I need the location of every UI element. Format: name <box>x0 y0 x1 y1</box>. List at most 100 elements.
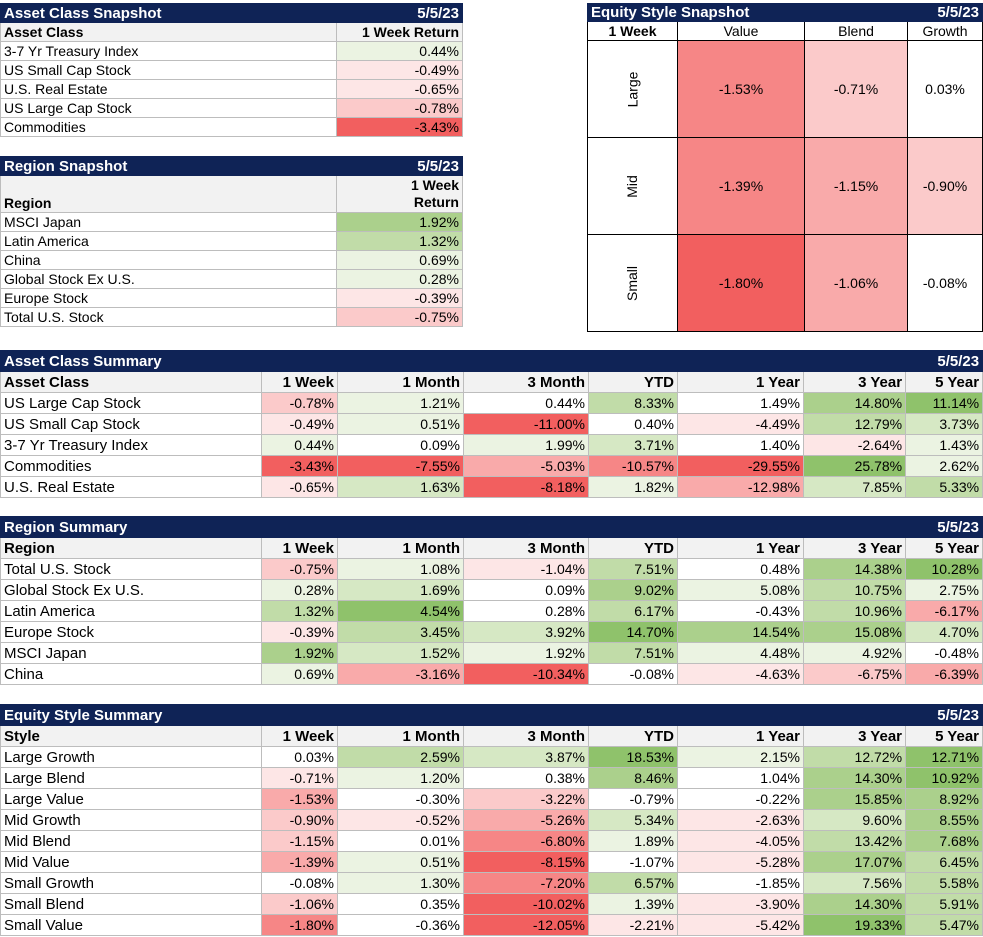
row-value: 5.58% <box>905 872 983 894</box>
row-value: -3.90% <box>677 893 804 915</box>
column-header-line-1: 1 Week <box>411 177 459 193</box>
column-header-period: 3 Month <box>463 371 589 393</box>
row-value: 0.35% <box>337 893 464 915</box>
column-header-period: 5 Year <box>905 371 983 393</box>
column-header-period: YTD <box>588 537 678 559</box>
row-value: 7.56% <box>802 872 907 894</box>
row-value: 1.63% <box>337 476 464 498</box>
row-value: -6.75% <box>803 663 906 685</box>
row-value: 1.92% <box>336 212 463 232</box>
equity-style-snapshot-table: Equity Style Snapshot 5/5/23 1 Week Valu… <box>586 3 983 332</box>
region-summary-title: Region Summary <box>0 516 906 538</box>
row-value: 6.57% <box>588 872 678 894</box>
row-value: 19.33% <box>802 914 907 936</box>
row-value: 0.03% <box>261 746 338 768</box>
table-row: Global Stock Ex U.S. 0.28% 1.69% 0.09% 9.02%… <box>0 579 983 601</box>
table-row: Mid Blend -1.15% 0.01% -6.80% 1.89% -4.05% 13.… <box>0 830 983 852</box>
column-header-label: Region <box>0 537 262 559</box>
asset-class-summary-title: Asset Class Summary <box>0 350 907 372</box>
snapshot-row: Total U.S. Stock -0.75% <box>0 307 463 327</box>
row-value: 0.28% <box>463 600 589 622</box>
row-value: 2.15% <box>677 746 804 768</box>
row-value: -5.26% <box>463 809 589 831</box>
row-value: -1.85% <box>677 872 804 894</box>
asset-class-summary-date: 5/5/23 <box>905 350 983 372</box>
table-row: Total U.S. Stock -0.75% 1.08% -1.04% 7.51% 0.… <box>0 558 983 580</box>
style-box-cell: -1.06% <box>803 234 909 332</box>
row-value: 11.14% <box>905 392 983 414</box>
style-corner-label: 1 Week <box>587 21 678 41</box>
row-value: -0.78% <box>336 98 463 118</box>
row-value: 1.49% <box>677 392 804 414</box>
row-label: Commodities <box>0 117 337 137</box>
column-header-region: Region <box>0 175 337 213</box>
row-label: 3-7 Yr Treasury Index <box>0 41 337 61</box>
row-value: 1.20% <box>337 767 464 789</box>
row-value: 5.47% <box>905 914 983 936</box>
row-value: 10.28% <box>905 558 983 580</box>
row-value: 7.68% <box>905 830 983 852</box>
row-value: -8.18% <box>463 476 589 498</box>
row-value: 12.71% <box>905 746 983 768</box>
style-box-row: Large -1.53% -0.71% 0.03% <box>587 40 983 138</box>
row-value: 0.09% <box>337 434 464 456</box>
column-header-period: 1 Year <box>677 371 804 393</box>
table-row: Latin America 1.32% 4.54% 0.28% 6.17% -0.43% 1… <box>0 600 983 622</box>
row-value: 9.02% <box>588 579 678 601</box>
row-value: -12.98% <box>677 476 804 498</box>
row-value: 0.69% <box>336 250 463 270</box>
row-value: -6.17% <box>905 600 983 622</box>
row-value: -0.75% <box>336 307 463 327</box>
column-header-period: 1 Month <box>337 371 464 393</box>
row-value: -0.22% <box>677 788 804 810</box>
style-box-cell: -1.39% <box>677 137 805 235</box>
row-value: 3.87% <box>463 746 589 768</box>
row-value: 4.70% <box>905 621 983 643</box>
column-header-asset-class: Asset Class <box>0 22 337 42</box>
row-label: Total U.S. Stock <box>0 558 262 580</box>
row-value: 3.71% <box>588 434 678 456</box>
table-row: 3-7 Yr Treasury Index 0.44% 0.09% 1.99% 3.71… <box>0 434 983 456</box>
table-row: US Small Cap Stock -0.49% 0.51% -11.00% 0.40… <box>0 413 983 435</box>
row-label: Small Value <box>0 914 262 936</box>
row-value: -4.63% <box>677 663 804 685</box>
row-value: -2.21% <box>588 914 678 936</box>
row-value: 0.09% <box>463 579 589 601</box>
row-value: 2.75% <box>905 579 983 601</box>
row-value: 14.80% <box>802 392 907 414</box>
row-label: U.S. Real Estate <box>0 476 262 498</box>
region-snapshot-title: Region Snapshot <box>0 156 337 176</box>
column-header-period: 3 Month <box>463 725 589 747</box>
row-value: 15.08% <box>803 621 906 643</box>
row-value: 0.51% <box>337 413 464 435</box>
row-value: -0.79% <box>588 788 678 810</box>
column-header-period: 5 Year <box>905 725 983 747</box>
row-value: -0.49% <box>261 413 338 435</box>
column-header-period: 1 Month <box>337 725 464 747</box>
equity-style-snapshot-title: Equity Style Snapshot <box>586 3 909 22</box>
row-value: 1.92% <box>463 642 589 664</box>
row-value: 3.45% <box>337 621 464 643</box>
table-row: Europe Stock -0.39% 3.45% 3.92% 14.70% 14.54%… <box>0 621 983 643</box>
row-label: Mid Blend <box>0 830 262 852</box>
row-label: Large Value <box>0 788 262 810</box>
column-header-period: 1 Week <box>261 537 338 559</box>
table-row: Small Growth -0.08% 1.30% -7.20% 6.57% -1.85%… <box>0 872 983 894</box>
row-value: 2.59% <box>337 746 464 768</box>
row-label: Small Blend <box>0 893 262 915</box>
row-value: 8.92% <box>905 788 983 810</box>
row-value: 0.38% <box>463 767 589 789</box>
row-value: -0.90% <box>261 809 338 831</box>
row-value: -12.05% <box>463 914 589 936</box>
row-value: 8.55% <box>905 809 983 831</box>
style-box-cell: -0.90% <box>907 137 983 235</box>
snapshot-row: China 0.69% <box>0 250 463 270</box>
row-value: -10.34% <box>463 663 589 685</box>
row-value: -5.03% <box>463 455 589 477</box>
row-value: 1.30% <box>337 872 464 894</box>
row-value: 1.52% <box>337 642 464 664</box>
row-value: 1.32% <box>261 600 338 622</box>
column-header-period: 3 Year <box>803 537 906 559</box>
style-column-growth: Growth <box>907 21 983 41</box>
row-label: Global Stock Ex U.S. <box>0 579 262 601</box>
